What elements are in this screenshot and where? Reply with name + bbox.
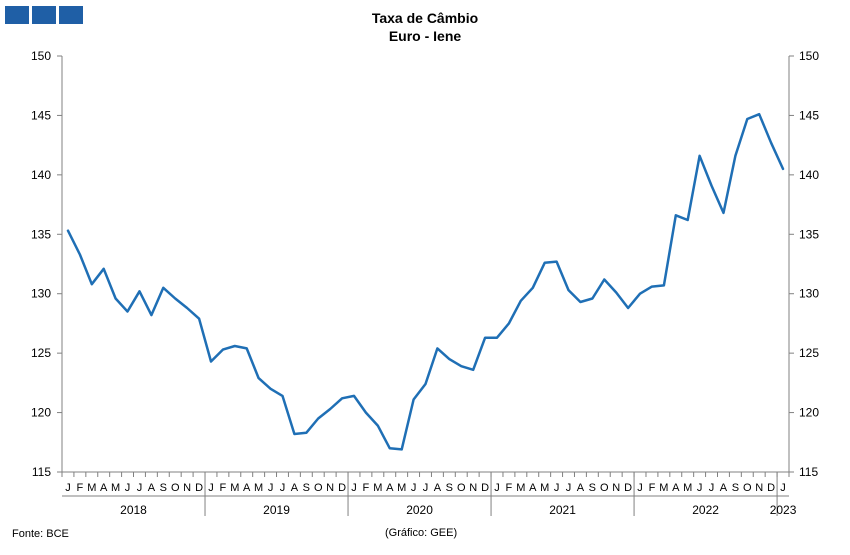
- x-month-label: O: [171, 482, 180, 494]
- x-month-label: J: [137, 482, 143, 494]
- x-month-label: J: [697, 482, 703, 494]
- x-month-label: D: [481, 482, 489, 494]
- x-month-label: J: [125, 482, 131, 494]
- chart-title-line2: Euro - Iene: [388, 28, 462, 44]
- right-y-tick-label: 135: [799, 227, 819, 241]
- x-month-label: J: [494, 482, 500, 494]
- x-month-label: M: [230, 482, 239, 494]
- x-month-label: M: [516, 482, 525, 494]
- left-y-tick-label: 145: [31, 108, 51, 122]
- x-year-label: 2022: [692, 503, 719, 517]
- right-y-tick-label: 115: [799, 465, 818, 479]
- x-month-label: A: [577, 482, 585, 494]
- logo-block: [32, 6, 56, 24]
- x-month-label: A: [434, 482, 442, 494]
- x-month-label: F: [77, 482, 84, 494]
- x-month-label: S: [303, 482, 310, 494]
- x-month-label: M: [540, 482, 549, 494]
- x-month-label: O: [743, 482, 752, 494]
- x-month-label: O: [600, 482, 609, 494]
- x-month-label: S: [160, 482, 167, 494]
- x-month-label: O: [314, 482, 323, 494]
- x-month-label: N: [612, 482, 620, 494]
- x-month-label: A: [291, 482, 299, 494]
- x-month-label: D: [338, 482, 346, 494]
- x-month-label: N: [755, 482, 763, 494]
- credit-note: (Gráfico: GEE): [385, 527, 458, 539]
- x-month-label: A: [720, 482, 728, 494]
- x-month-label: J: [268, 482, 274, 494]
- x-year-label: 2018: [120, 503, 147, 517]
- x-month-label: J: [411, 482, 417, 494]
- x-month-label: D: [767, 482, 775, 494]
- x-month-label: J: [423, 482, 429, 494]
- chart-title-line1: Taxa de Câmbio: [371, 10, 479, 26]
- left-y-tick-label: 140: [31, 168, 51, 182]
- left-y-tick-label: 135: [31, 227, 51, 241]
- x-month-label: J: [709, 482, 715, 494]
- gee-logo: [5, 6, 83, 24]
- x-month-label: S: [446, 482, 453, 494]
- x-month-label: N: [469, 482, 477, 494]
- right-y-tick-label: 120: [799, 406, 819, 420]
- x-year-label: 2020: [406, 503, 433, 517]
- source-note: Fonte: BCE: [12, 528, 69, 540]
- x-month-label: D: [195, 482, 203, 494]
- x-month-label: M: [659, 482, 668, 494]
- x-month-label: M: [254, 482, 263, 494]
- x-month-label: J: [554, 482, 560, 494]
- x-month-label: A: [386, 482, 394, 494]
- series-layer: [66, 112, 785, 451]
- x-month-label: A: [148, 482, 156, 494]
- x-year-label: 2021: [549, 503, 576, 517]
- logo-block: [5, 6, 29, 24]
- x-month-label: M: [683, 482, 692, 494]
- x-year-label: 2023: [770, 503, 797, 517]
- x-month-label: D: [624, 482, 632, 494]
- x-month-label: M: [373, 482, 382, 494]
- right-y-tick-label: 150: [799, 49, 819, 63]
- x-month-label: A: [672, 482, 680, 494]
- series-line: [66, 112, 785, 451]
- x-year-label: 2019: [263, 503, 290, 517]
- right-y-tick-label: 125: [799, 346, 819, 360]
- x-month-label: F: [220, 482, 227, 494]
- left-y-tick-label: 115: [32, 465, 51, 479]
- right-y-tick-label: 145: [799, 108, 819, 122]
- x-month-label: M: [397, 482, 406, 494]
- x-month-label: J: [566, 482, 572, 494]
- x-month-label: N: [326, 482, 334, 494]
- left-y-tick-label: 130: [31, 287, 51, 301]
- x-month-label: M: [111, 482, 120, 494]
- x-month-label: S: [732, 482, 739, 494]
- x-month-label: A: [100, 482, 108, 494]
- x-month-label: J: [280, 482, 286, 494]
- axes: 115 115 120 120 125 125 130 130 135 135 140 140 145 1…: [31, 49, 819, 517]
- chart-title: Taxa de Câmbio Euro - Iene: [0, 9, 850, 45]
- x-month-label: J: [351, 482, 357, 494]
- x-month-label: A: [243, 482, 251, 494]
- x-month-label: J: [208, 482, 214, 494]
- logo-block: [59, 6, 83, 24]
- x-month-label: F: [363, 482, 370, 494]
- x-month-label: N: [183, 482, 191, 494]
- right-y-tick-label: 140: [799, 168, 819, 182]
- right-y-tick-label: 130: [799, 287, 819, 301]
- left-y-tick-label: 120: [31, 406, 51, 420]
- x-month-label: J: [780, 482, 786, 494]
- x-month-label: O: [457, 482, 466, 494]
- x-month-label: F: [506, 482, 513, 494]
- x-month-label: M: [87, 482, 96, 494]
- x-month-label: J: [65, 482, 71, 494]
- left-y-tick-label: 150: [31, 49, 51, 63]
- x-month-label: S: [589, 482, 596, 494]
- x-month-label: J: [637, 482, 643, 494]
- x-month-label: A: [529, 482, 537, 494]
- x-month-label: F: [649, 482, 656, 494]
- left-y-tick-label: 125: [31, 346, 51, 360]
